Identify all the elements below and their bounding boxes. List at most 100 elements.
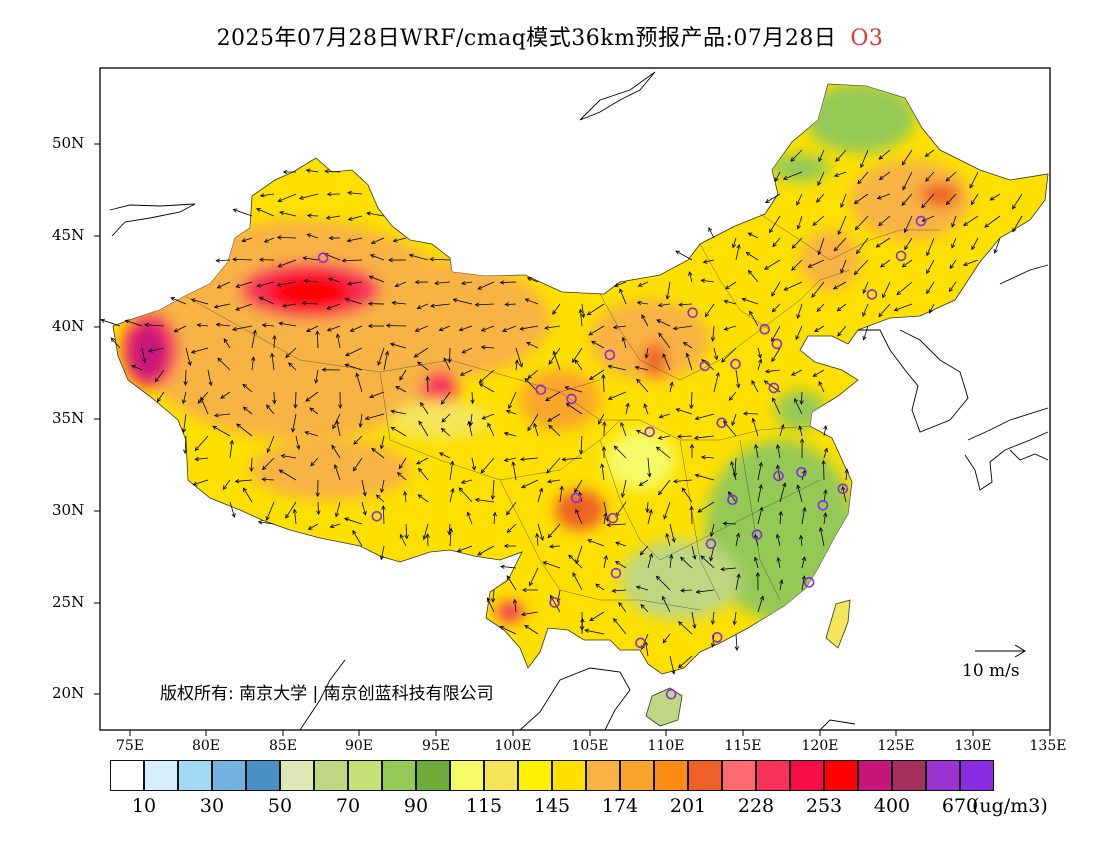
wind-arrow bbox=[752, 418, 759, 437]
wind-arrow-head bbox=[665, 532, 670, 538]
lat-label-50n: 50N bbox=[52, 134, 85, 152]
wind-arrow bbox=[695, 474, 715, 481]
wind-arrow-head bbox=[607, 395, 613, 400]
wind-arrow-head bbox=[552, 350, 557, 356]
wind-arrow bbox=[837, 215, 847, 235]
wind-arrow bbox=[461, 281, 473, 285]
copyright-text: 版权所有: 南京大学 | 南京创蓝科技有限公司 bbox=[160, 684, 494, 704]
wind-arrow bbox=[812, 215, 825, 226]
wind-arrow-head bbox=[154, 377, 159, 383]
wind-arrow-head bbox=[658, 414, 664, 419]
wind-arrow bbox=[371, 448, 385, 459]
wind-arrow-head bbox=[327, 277, 333, 282]
colorbar-swatch bbox=[620, 760, 654, 791]
wind-arrow-head bbox=[194, 456, 200, 462]
wind-arrow bbox=[527, 277, 539, 283]
wind-arrow-head bbox=[503, 431, 509, 437]
wind-arrow bbox=[361, 501, 366, 516]
wind-arrow-head bbox=[369, 394, 374, 399]
wind-arrow bbox=[330, 523, 341, 528]
wind-arrow bbox=[418, 468, 429, 481]
wind-arrow-head bbox=[519, 457, 525, 462]
wind-arrow bbox=[857, 171, 869, 185]
wind-arrow-head bbox=[261, 323, 267, 328]
wind-arrow-head bbox=[771, 292, 776, 297]
wind-arrow-head bbox=[549, 594, 554, 600]
wind-arrow-head bbox=[288, 362, 293, 367]
wind-arrow-head bbox=[951, 243, 956, 249]
wind-arrow-head bbox=[769, 228, 774, 234]
lon-label-120e: 120E bbox=[801, 738, 839, 754]
wind-arrow-head bbox=[747, 232, 753, 237]
wind-arrow-head bbox=[606, 522, 611, 528]
wind-arrow-head bbox=[425, 375, 430, 381]
wind-arrow bbox=[791, 259, 803, 271]
wind-arrow bbox=[191, 347, 209, 353]
wind-arrow-head bbox=[417, 494, 423, 499]
wind-arrow bbox=[305, 391, 319, 402]
wind-arrow bbox=[595, 583, 605, 591]
wind-arrow bbox=[197, 391, 209, 404]
wind-arrow-head bbox=[613, 445, 619, 451]
wind-arrow-head bbox=[499, 280, 505, 285]
wind-arrow-head bbox=[344, 297, 350, 302]
wind-arrow-head bbox=[547, 417, 552, 422]
wind-arrow bbox=[223, 338, 231, 349]
wind-arrow-head bbox=[461, 349, 467, 354]
wind-arrow bbox=[589, 611, 605, 621]
wind-arrow-head bbox=[578, 449, 584, 455]
wind-arrow-head bbox=[156, 397, 162, 403]
wind-arrow-head bbox=[901, 263, 907, 268]
wind-arrow-head bbox=[590, 340, 596, 345]
wind-arrow-head bbox=[422, 535, 427, 541]
lat-label-35n: 35N bbox=[52, 409, 85, 427]
wind-arrow bbox=[345, 347, 363, 356]
wind-arrow bbox=[922, 215, 935, 222]
wind-arrow bbox=[214, 413, 231, 417]
wind-arrow bbox=[547, 523, 561, 538]
wind-arrow bbox=[818, 149, 825, 162]
wind-arrow-head bbox=[697, 508, 703, 513]
wind-arrow bbox=[547, 479, 561, 483]
wind-arrow bbox=[669, 382, 673, 393]
wind-arrow bbox=[620, 422, 627, 437]
wind-arrow bbox=[345, 364, 363, 371]
wind-arrow bbox=[262, 324, 275, 327]
wind-arrow-head bbox=[862, 335, 867, 341]
wind-arrow-head bbox=[353, 440, 358, 445]
wind-arrow bbox=[548, 425, 561, 437]
wind-arrow-head bbox=[621, 336, 626, 342]
wind-arrow bbox=[765, 193, 781, 203]
wind-arrow bbox=[294, 509, 297, 525]
wind-arrow bbox=[587, 303, 605, 316]
wind-arrow bbox=[382, 505, 385, 525]
wind-arrow-head bbox=[833, 246, 839, 252]
wind-arrow bbox=[479, 383, 495, 393]
wind-arrow-head bbox=[758, 461, 763, 467]
wind-arrow-head bbox=[548, 424, 553, 430]
wind-arrow bbox=[277, 281, 297, 286]
wind-arrow-head bbox=[434, 280, 439, 286]
wind-arrow-head bbox=[715, 371, 720, 377]
station-marker bbox=[773, 470, 784, 482]
wind-arrow-head bbox=[371, 447, 376, 453]
wind-arrow-head bbox=[656, 319, 662, 324]
wind-arrow bbox=[669, 655, 675, 674]
station-marker bbox=[915, 215, 927, 227]
wind-arrow-head bbox=[481, 415, 487, 420]
wind-arrow-head bbox=[741, 297, 747, 302]
wind-arrow bbox=[602, 374, 605, 393]
wind-arrow-head bbox=[951, 222, 956, 228]
wind-arrow-head bbox=[678, 663, 683, 669]
colorbar-swatch bbox=[926, 760, 960, 791]
wind-arrow-head bbox=[817, 250, 822, 256]
wind-arrow bbox=[854, 259, 869, 275]
wind-arrow bbox=[921, 193, 935, 208]
wind-arrow-head bbox=[307, 525, 313, 530]
wind-arrow-head bbox=[721, 358, 726, 363]
wind-arrow-head bbox=[384, 350, 390, 356]
wind-arrow-head bbox=[460, 479, 466, 485]
wind-arrow bbox=[457, 545, 473, 552]
wind-arrow bbox=[925, 171, 935, 182]
wind-arrow-head bbox=[546, 479, 552, 484]
